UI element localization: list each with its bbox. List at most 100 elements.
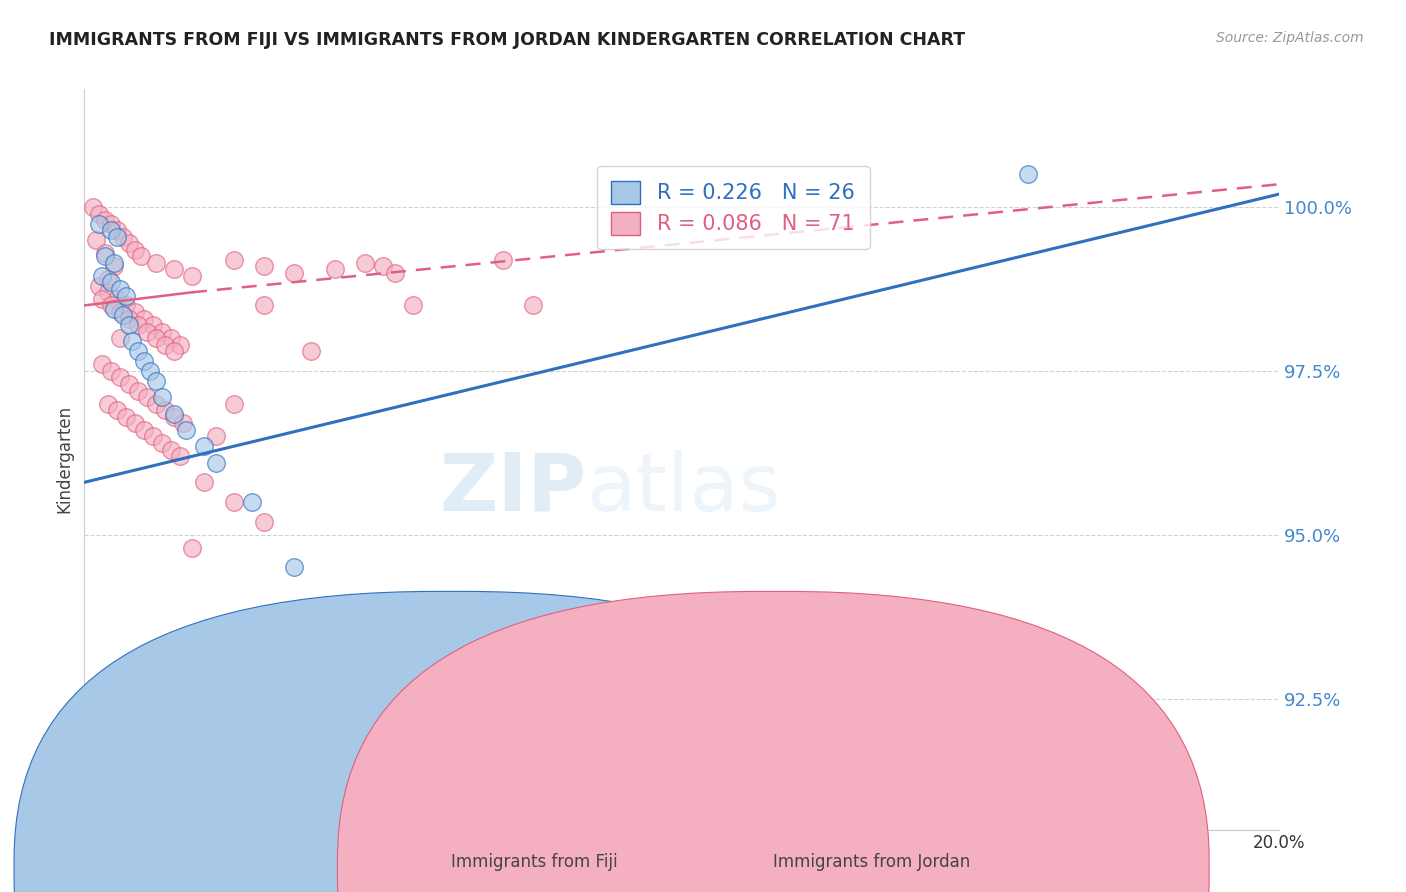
Point <box>402 298 425 312</box>
Point <box>129 249 152 263</box>
Point <box>136 325 159 339</box>
Point <box>222 397 245 411</box>
Point <box>150 436 173 450</box>
Point <box>100 223 122 237</box>
Point <box>253 259 276 273</box>
Point <box>100 364 122 378</box>
Point <box>163 407 186 421</box>
Point <box>240 495 263 509</box>
Point <box>492 252 515 267</box>
Point <box>127 318 149 332</box>
Point <box>97 397 120 411</box>
Point <box>153 403 176 417</box>
Point <box>150 390 173 404</box>
Text: Immigrants from Fiji: Immigrants from Fiji <box>451 853 617 871</box>
Point <box>103 301 125 316</box>
Point <box>193 439 215 453</box>
Point <box>124 417 146 431</box>
Point <box>127 344 149 359</box>
Point <box>384 266 406 280</box>
Point <box>153 337 176 351</box>
Point <box>132 354 156 368</box>
Point <box>132 311 156 326</box>
Point <box>89 217 111 231</box>
Point <box>94 213 117 227</box>
Point <box>105 223 128 237</box>
Point <box>253 298 276 312</box>
Point <box>100 217 122 231</box>
Point <box>105 229 128 244</box>
Point <box>1018 167 1040 181</box>
Point <box>169 449 191 463</box>
Point <box>181 268 204 283</box>
Point <box>94 246 117 260</box>
Point <box>283 266 305 280</box>
Point <box>118 377 141 392</box>
Point <box>205 429 228 443</box>
Point <box>205 456 228 470</box>
Point <box>283 560 305 574</box>
Point <box>142 318 165 332</box>
Text: ZIP: ZIP <box>439 450 586 528</box>
Point <box>110 305 132 319</box>
Point <box>110 370 132 384</box>
Point <box>91 357 114 371</box>
Point <box>222 252 245 267</box>
Text: Immigrants from Jordan: Immigrants from Jordan <box>773 853 970 871</box>
Text: IMMIGRANTS FROM FIJI VS IMMIGRANTS FROM JORDAN KINDERGARTEN CORRELATION CHART: IMMIGRANTS FROM FIJI VS IMMIGRANTS FROM … <box>49 31 966 49</box>
Point <box>89 278 111 293</box>
Point <box>127 384 149 398</box>
Point <box>86 233 108 247</box>
Point <box>124 305 146 319</box>
Point <box>174 423 197 437</box>
Point <box>139 364 162 378</box>
Point <box>193 475 215 490</box>
Point <box>169 337 191 351</box>
Point <box>112 229 135 244</box>
Point <box>142 429 165 443</box>
Point <box>163 344 186 359</box>
Point <box>100 276 122 290</box>
Point <box>91 292 114 306</box>
Point <box>163 262 186 277</box>
Point <box>103 259 125 273</box>
Point <box>94 249 117 263</box>
Point <box>105 403 128 417</box>
Point <box>115 409 138 424</box>
Legend: R = 0.226   N = 26, R = 0.086   N = 71: R = 0.226 N = 26, R = 0.086 N = 71 <box>596 166 869 249</box>
Point <box>150 325 173 339</box>
Point <box>145 397 167 411</box>
Point <box>118 311 141 326</box>
Point <box>124 243 146 257</box>
Text: atlas: atlas <box>586 450 780 528</box>
Point <box>145 256 167 270</box>
Point <box>181 541 204 555</box>
Point <box>110 282 132 296</box>
Point <box>115 298 138 312</box>
Point <box>112 308 135 322</box>
Point <box>222 495 245 509</box>
Point <box>301 344 323 359</box>
Point <box>100 298 122 312</box>
Point <box>342 646 364 660</box>
Point <box>163 409 186 424</box>
Point <box>136 390 159 404</box>
Text: Source: ZipAtlas.com: Source: ZipAtlas.com <box>1216 31 1364 45</box>
Point <box>160 442 183 457</box>
Point <box>160 331 183 345</box>
Point <box>97 285 120 300</box>
Point <box>103 256 125 270</box>
Point <box>115 288 138 302</box>
Point <box>172 417 194 431</box>
Point <box>145 331 167 345</box>
Point <box>97 272 120 286</box>
Point <box>354 256 377 270</box>
Point <box>82 200 104 214</box>
Point <box>118 236 141 251</box>
Point <box>325 262 347 277</box>
Y-axis label: Kindergarten: Kindergarten <box>55 405 73 514</box>
Point <box>118 318 141 332</box>
Point <box>91 268 114 283</box>
Point <box>110 331 132 345</box>
Point <box>132 423 156 437</box>
